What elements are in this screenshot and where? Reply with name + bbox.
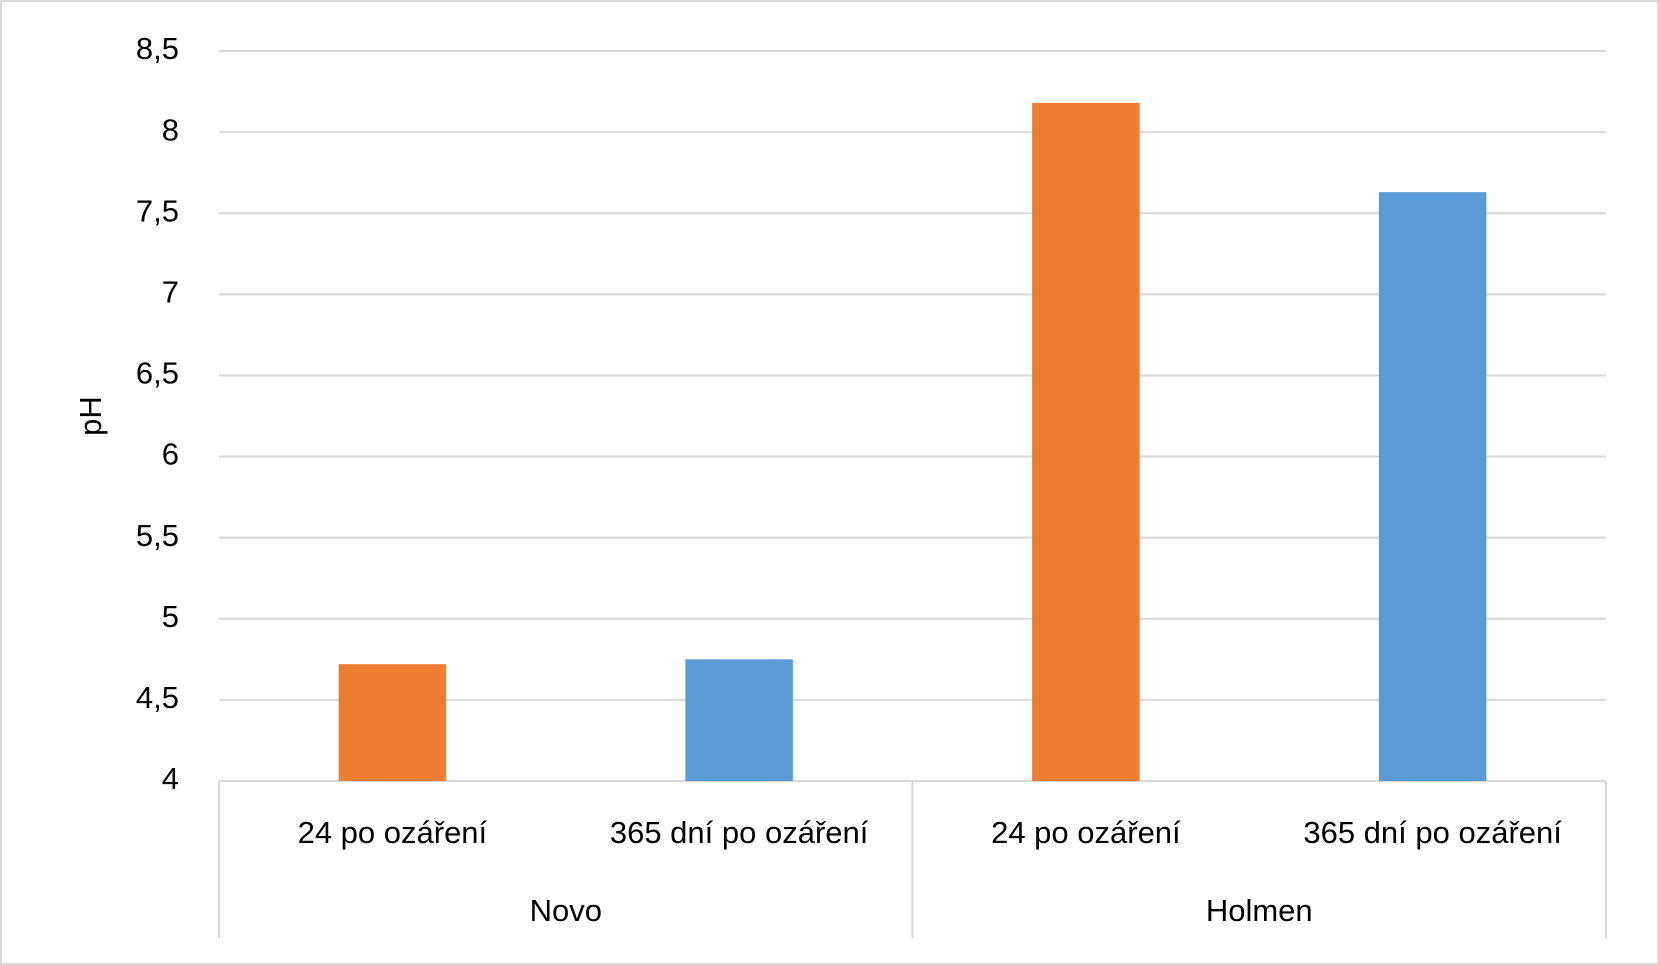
- group-label: Novo: [530, 893, 602, 928]
- bar: [1378, 192, 1487, 782]
- y-tick-label: 6: [162, 437, 179, 472]
- y-tick-label: 5: [162, 599, 179, 634]
- y-tick-label: 6,5: [136, 356, 179, 391]
- bar: [685, 659, 793, 781]
- bar: [1032, 102, 1140, 781]
- y-tick-label: 8: [162, 112, 179, 147]
- x-tick-label: 365 dní po ozáření: [610, 815, 869, 850]
- y-tick-label: 7: [162, 275, 179, 310]
- bar: [338, 664, 447, 781]
- y-axis-label: pH: [73, 396, 108, 436]
- y-tick-label: 4,5: [136, 680, 179, 715]
- y-tick-label: 4: [162, 761, 179, 796]
- x-tick-label: 365 dní po ozáření: [1303, 815, 1562, 850]
- group-label: Holmen: [1206, 893, 1313, 928]
- y-tick-label: 5,5: [136, 518, 179, 553]
- y-tick-label: 7,5: [136, 193, 179, 228]
- x-tick-label: 24 po ozáření: [298, 815, 488, 850]
- x-tick-label: 24 po ozáření: [991, 815, 1181, 850]
- y-tick-label: 8,5: [136, 31, 179, 66]
